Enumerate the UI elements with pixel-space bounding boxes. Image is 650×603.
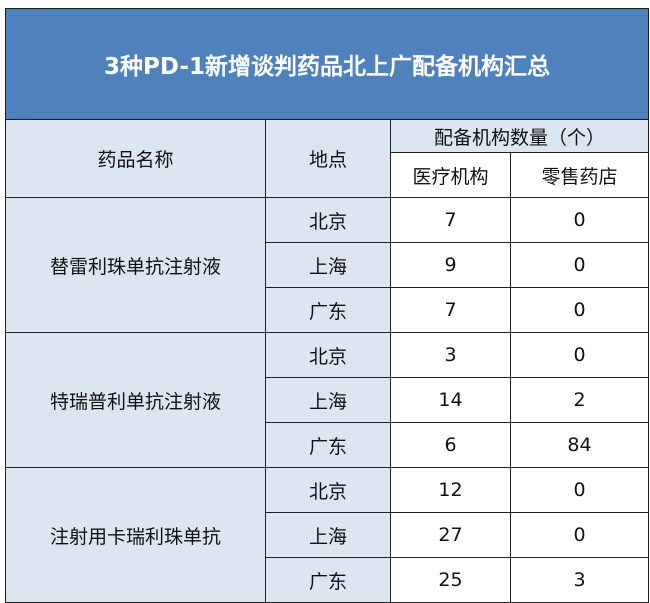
retail-count: 0 <box>510 197 649 243</box>
place-cell: 广东 <box>265 422 391 468</box>
place-cell: 上海 <box>265 377 391 423</box>
table-row: 广东 6 84 <box>6 422 649 468</box>
place-cell: 上海 <box>265 242 391 288</box>
retail-count: 0 <box>510 332 649 378</box>
table-title: 3种PD-1新增谈判药品北上广配备机构汇总 <box>5 8 649 120</box>
medical-count: 9 <box>390 242 511 288</box>
retail-count: 3 <box>510 557 649 603</box>
medical-count: 25 <box>390 557 511 603</box>
summary-table: 3种PD-1新增谈判药品北上广配备机构汇总 药品名称 地点 配备机构数量（个） … <box>5 8 649 603</box>
place-cell: 北京 <box>265 467 391 513</box>
retail-count: 84 <box>510 422 649 468</box>
retail-count: 0 <box>510 242 649 288</box>
table-row: 上海 14 2 <box>6 377 649 423</box>
header-drug-name: 药品名称 <box>5 119 266 198</box>
header-place: 地点 <box>265 119 391 198</box>
table-row: 上海 9 0 <box>6 242 649 288</box>
medical-count: 7 <box>390 287 511 333</box>
medical-count: 3 <box>390 332 511 378</box>
retail-count: 0 <box>510 512 649 558</box>
medical-count: 6 <box>390 422 511 468</box>
medical-count: 14 <box>390 377 511 423</box>
header-retail: 零售药店 <box>510 152 649 198</box>
drug-name: 特瑞普利单抗注射液 <box>5 332 266 468</box>
place-cell: 北京 <box>265 332 391 378</box>
place-cell: 广东 <box>265 287 391 333</box>
header-count-group: 配备机构数量（个） <box>390 119 649 153</box>
drug-name: 注射用卡瑞利珠单抗 <box>5 467 266 603</box>
table-row: 广东 7 0 <box>6 287 649 333</box>
table-row: 注射用卡瑞利珠单抗 北京 12 0 <box>5 467 649 603</box>
place-cell: 北京 <box>265 197 391 243</box>
place-cell: 上海 <box>265 512 391 558</box>
retail-count: 0 <box>510 287 649 333</box>
place-cell: 广东 <box>265 557 391 603</box>
medical-count: 7 <box>390 197 511 243</box>
header-medical: 医疗机构 <box>390 152 511 198</box>
table-row: 替雷利珠单抗注射液 北京 7 0 <box>5 197 649 333</box>
drug-name: 替雷利珠单抗注射液 <box>5 197 266 333</box>
retail-count: 2 <box>510 377 649 423</box>
retail-count: 0 <box>510 467 649 513</box>
table-row: 广东 25 3 <box>6 557 649 603</box>
medical-count: 12 <box>390 467 511 513</box>
table-row: 特瑞普利单抗注射液 北京 3 0 <box>5 332 649 468</box>
medical-count: 27 <box>390 512 511 558</box>
table-row: 上海 27 0 <box>6 512 649 558</box>
